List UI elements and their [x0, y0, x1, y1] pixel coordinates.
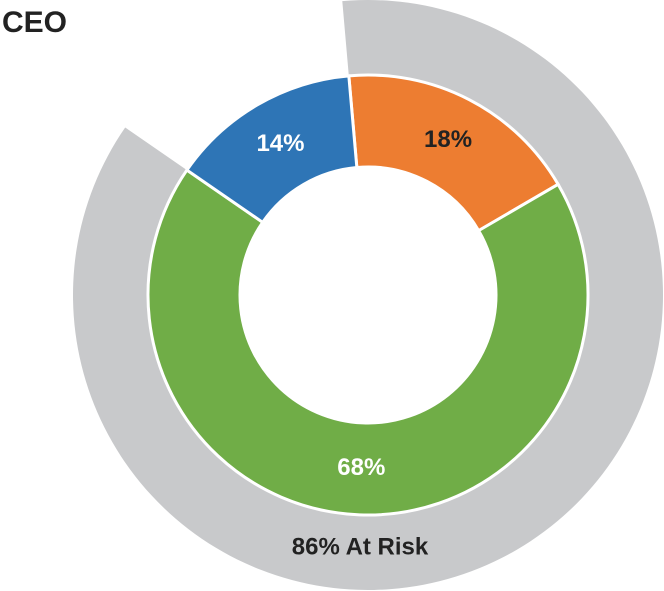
chart-title: CEO — [2, 6, 67, 39]
donut-segment — [347, 73, 561, 233]
donut-segment — [184, 74, 359, 225]
value-label: 14% — [256, 130, 304, 157]
value-label: 68% — [337, 454, 385, 481]
value-label: 18% — [424, 126, 472, 153]
outer-ring-label: 86% At Risk — [292, 533, 429, 560]
donut-segment — [146, 167, 590, 517]
